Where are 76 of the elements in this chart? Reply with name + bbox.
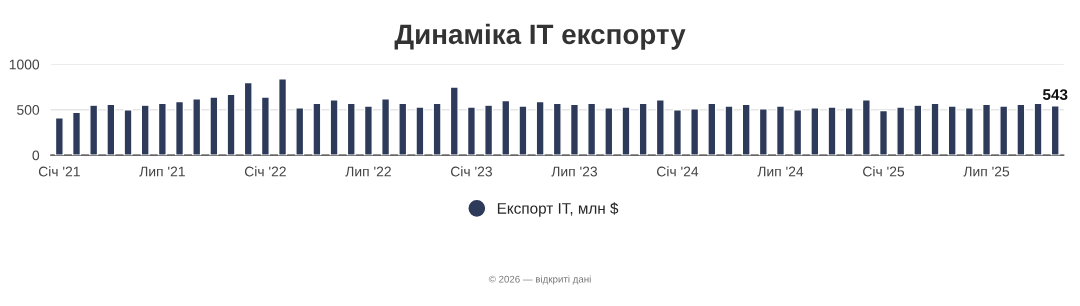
x-tick-label: Січ '21 [38, 166, 80, 177]
x-tick-label: Січ '23 [450, 166, 492, 177]
bar [209, 96, 219, 156]
bar [501, 99, 511, 156]
x-tick-label: Січ '22 [244, 166, 286, 177]
bar [89, 104, 99, 156]
bar [157, 102, 167, 156]
bar [1050, 105, 1060, 156]
bar [518, 105, 528, 156]
bar [844, 107, 854, 156]
x-tick-label: Лип '22 [345, 166, 391, 177]
bar [690, 108, 700, 156]
bar [484, 104, 494, 156]
bar [587, 102, 597, 156]
bar [621, 106, 631, 156]
bar [741, 103, 751, 156]
bar [174, 100, 185, 156]
x-tick-label: Лип '24 [757, 166, 804, 177]
bar [827, 106, 837, 156]
y-tick-label: 1000 [9, 59, 40, 70]
bar [398, 102, 408, 156]
bar [415, 106, 425, 156]
bar [312, 102, 322, 156]
bar [604, 107, 614, 156]
bar [106, 103, 116, 156]
bar [277, 78, 288, 156]
x-tick-label: Лип '21 [139, 166, 185, 177]
bar [758, 108, 768, 156]
bar [947, 105, 957, 156]
bar [775, 105, 786, 156]
bar [707, 102, 717, 156]
bar [54, 117, 64, 156]
bar [655, 99, 665, 156]
bar [913, 104, 923, 156]
text: © 2026 — відкриті дані [488, 275, 591, 285]
bar [981, 103, 992, 156]
x-tick-label: Січ '25 [863, 166, 905, 177]
bar [449, 86, 459, 156]
bar [192, 98, 202, 156]
bar [1033, 102, 1043, 156]
bar [260, 96, 270, 156]
bar [930, 102, 940, 156]
bar [123, 109, 133, 156]
bar [861, 99, 871, 156]
bar [346, 102, 356, 156]
bar [329, 99, 339, 156]
bar [569, 103, 580, 156]
bar [1016, 103, 1026, 156]
bar [243, 81, 253, 156]
chart-title: Динаміка IT експорту [394, 23, 686, 50]
y-tick-label: 500 [17, 105, 40, 115]
x-tick-label: Січ '24 [657, 166, 699, 177]
bar [672, 109, 683, 156]
bar [71, 111, 82, 156]
bar [226, 93, 236, 156]
bar [432, 102, 442, 156]
bar [466, 106, 476, 156]
bar [295, 107, 305, 156]
bar [878, 109, 889, 156]
bar [896, 106, 906, 156]
bar [140, 104, 150, 156]
bar [363, 105, 373, 156]
bar [552, 102, 562, 156]
bar [810, 107, 820, 156]
legend-label: Експорт IT, млн $ [497, 202, 619, 217]
bar [535, 100, 545, 156]
y-tick-label: 0 [32, 150, 40, 161]
bar [381, 98, 391, 156]
x-tick-label: Лип '25 [963, 166, 1010, 177]
bar [999, 105, 1009, 156]
bar [964, 107, 974, 156]
x-tick-label: Лип '23 [551, 166, 598, 177]
bar [638, 102, 648, 156]
data-label: 543 [1042, 89, 1068, 101]
bar [724, 105, 734, 156]
bar [793, 109, 803, 156]
